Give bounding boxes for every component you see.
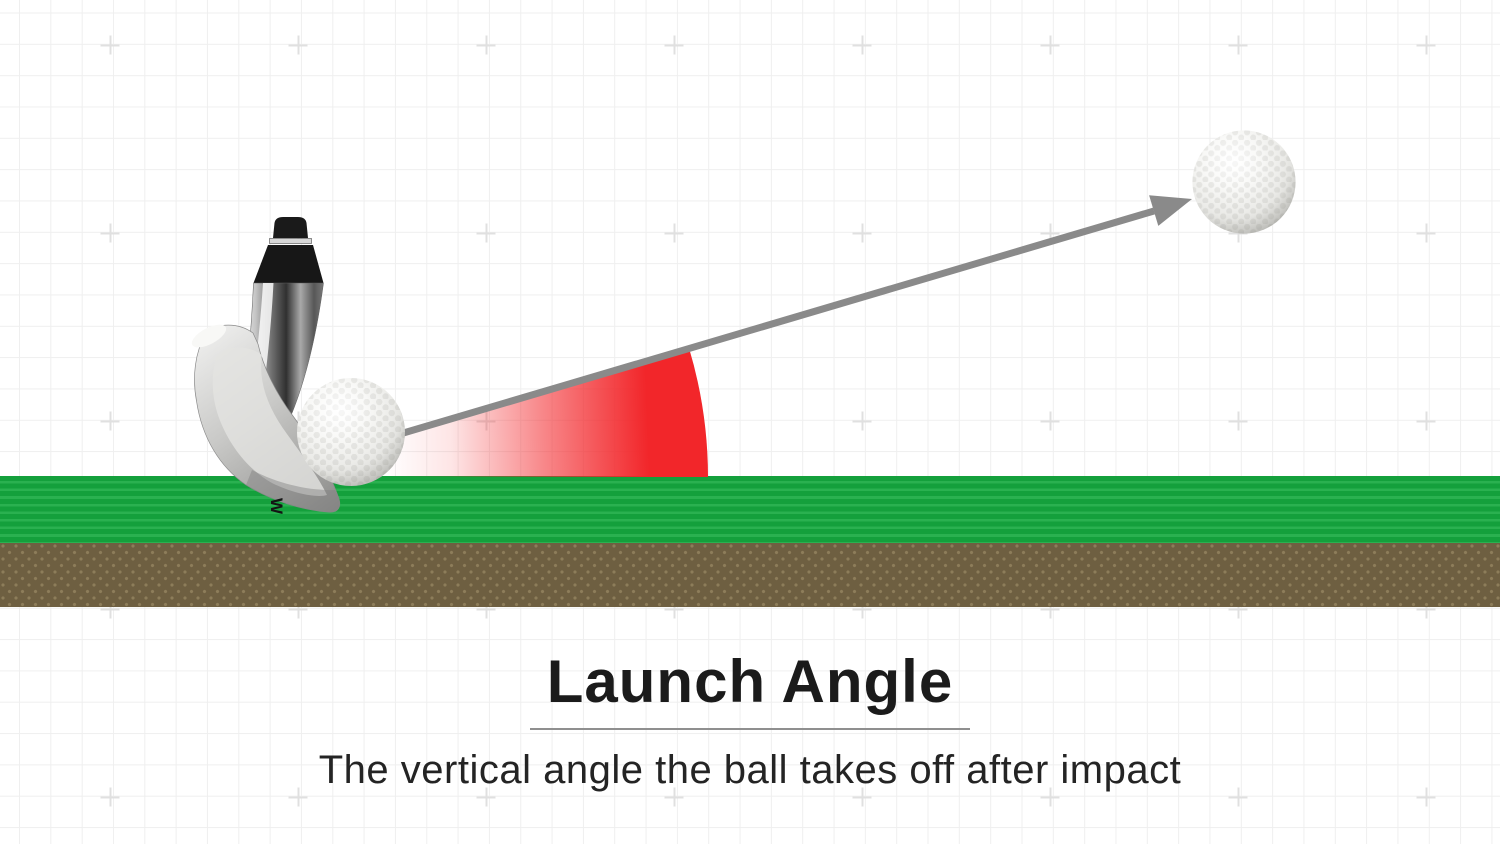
grid-plus-icon <box>852 35 872 55</box>
grid-plus-icon <box>1040 599 1060 619</box>
grid-plus-icon <box>852 411 872 431</box>
ball-trajectory-arrow <box>399 195 1192 438</box>
grid-plus-icon <box>100 411 120 431</box>
page-title: Launch Angle <box>546 648 954 715</box>
golf-ball-in-flight <box>1192 130 1296 234</box>
grid-plus-icon <box>664 599 684 619</box>
grid-plus-icon <box>1228 787 1248 807</box>
golf-ball-at-impact <box>297 378 405 486</box>
grid-plus-icon <box>1040 223 1060 243</box>
title-divider <box>530 728 970 730</box>
grid-plus-icon <box>1416 787 1436 807</box>
grid-plus-icon <box>476 35 496 55</box>
grid-plus-icon <box>1416 411 1436 431</box>
grid-plus-icon <box>1416 223 1436 243</box>
grid-plus-icon <box>852 599 872 619</box>
grid-plus-icon <box>1416 35 1436 55</box>
grid-plus-icon <box>1416 599 1436 619</box>
grid-plus-icon <box>476 223 496 243</box>
club-head-top-highlight <box>191 324 227 348</box>
grid-plus-icon <box>100 599 120 619</box>
grid-plus-icon <box>1228 35 1248 55</box>
grid-plus-icon <box>664 35 684 55</box>
grid-plus-icon <box>288 35 308 55</box>
club-sole-shade <box>246 470 340 513</box>
grid-plus-icon <box>664 223 684 243</box>
caption-block: Launch Angle The vertical angle the ball… <box>0 646 1500 793</box>
grid-plus-icon <box>664 787 684 807</box>
grid-plus-icon <box>1228 411 1248 431</box>
grid-plus-icon <box>1040 35 1060 55</box>
grid-plus-icon <box>288 599 308 619</box>
grid-plus-icon <box>476 599 496 619</box>
club-grip-ring <box>269 238 312 244</box>
club-grip <box>253 245 324 283</box>
grid-plus-icon <box>1040 411 1060 431</box>
page-subtitle: The vertical angle the ball takes off af… <box>318 748 1182 792</box>
golf-wedge-club: W <box>191 217 341 515</box>
grid-plus-icon <box>1228 599 1248 619</box>
club-head-face <box>212 347 327 496</box>
soil-strip <box>0 543 1500 607</box>
grid-plus-icon <box>1040 787 1060 807</box>
grid-plus-icon <box>100 35 120 55</box>
club-logo: W <box>267 498 286 515</box>
grid-plus-icon <box>852 223 872 243</box>
grid-plus-icon <box>288 411 308 431</box>
grid-plus-icon <box>288 787 308 807</box>
grid-plus-icon <box>852 787 872 807</box>
grid-plus-icon <box>100 787 120 807</box>
club-grip-cap <box>273 217 308 238</box>
grid-plus-icon <box>100 223 120 243</box>
grid-plus-icon <box>476 787 496 807</box>
